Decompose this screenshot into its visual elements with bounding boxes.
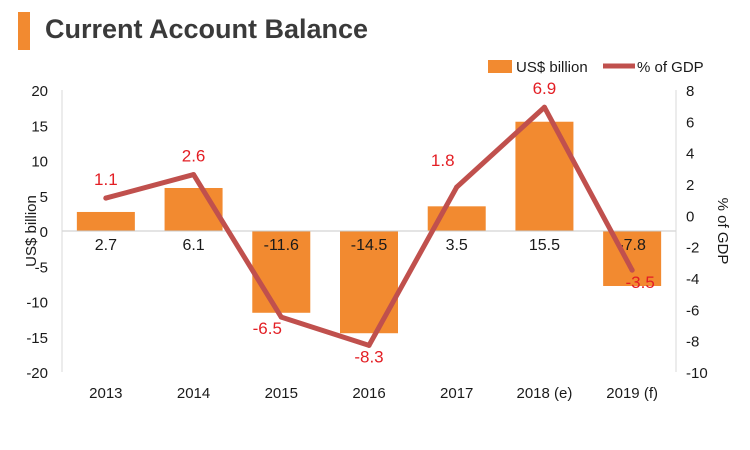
x-tick-label: 2014 bbox=[177, 385, 210, 402]
line-point bbox=[541, 104, 547, 110]
left-tick-label: -10 bbox=[26, 295, 48, 312]
line-value-label: 2.6 bbox=[182, 147, 206, 166]
right-axis-title: % of GDP bbox=[714, 198, 731, 265]
x-tick-label: 2016 bbox=[352, 385, 385, 402]
right-tick-label: -4 bbox=[686, 271, 699, 288]
right-tick-label: 2 bbox=[686, 177, 694, 194]
x-tick-label: 2019 (f) bbox=[606, 385, 658, 402]
line-point bbox=[191, 172, 197, 178]
left-tick-label: 0 bbox=[40, 224, 48, 241]
line-point bbox=[454, 184, 460, 190]
line-value-label: -6.5 bbox=[253, 319, 282, 338]
left-tick-label: 20 bbox=[31, 83, 48, 100]
x-tick-label: 2018 (e) bbox=[516, 385, 572, 402]
x-tick-label: 2013 bbox=[89, 385, 122, 402]
left-tick-label: -5 bbox=[35, 259, 48, 276]
line-value-label: -3.5 bbox=[625, 273, 654, 292]
bar bbox=[252, 231, 311, 313]
bar bbox=[515, 121, 574, 231]
bar-value-label: 2.7 bbox=[95, 237, 117, 254]
right-tick-label: -2 bbox=[686, 240, 699, 257]
bar-value-label: 6.1 bbox=[182, 237, 204, 254]
line-value-label: 1.8 bbox=[431, 151, 455, 170]
left-tick-label: 10 bbox=[31, 154, 48, 171]
right-tick-label: 6 bbox=[686, 114, 694, 131]
legend-label-line: % of GDP bbox=[637, 59, 704, 76]
right-tick-label: -6 bbox=[686, 302, 699, 319]
chart-title: Current Account Balance bbox=[45, 14, 369, 44]
line-point bbox=[278, 314, 284, 320]
line-point bbox=[629, 267, 635, 273]
right-tick-label: -8 bbox=[686, 334, 699, 351]
left-axis-title: US$ billion bbox=[23, 195, 40, 267]
bar bbox=[76, 211, 135, 231]
title-accent-bar bbox=[18, 12, 30, 50]
bar bbox=[340, 231, 398, 334]
right-tick-label: 0 bbox=[686, 208, 694, 225]
x-tick-label: 2015 bbox=[265, 385, 298, 402]
legend-swatch-bar bbox=[488, 60, 512, 73]
line-value-label: 6.9 bbox=[533, 79, 557, 98]
line-point bbox=[366, 342, 372, 348]
bar-value-label: -7.8 bbox=[618, 237, 646, 254]
bar-value-label: 3.5 bbox=[446, 237, 468, 254]
bar bbox=[603, 231, 662, 286]
right-tick-label: 8 bbox=[686, 83, 694, 100]
left-tick-label: -15 bbox=[26, 330, 48, 347]
right-tick-label: 4 bbox=[686, 146, 694, 163]
x-tick-label: 2017 bbox=[440, 385, 473, 402]
bar-value-label: 15.5 bbox=[529, 237, 560, 254]
left-tick-label: -20 bbox=[26, 365, 48, 382]
left-tick-label: 5 bbox=[40, 189, 48, 206]
bar-value-label: -14.5 bbox=[351, 237, 388, 254]
right-tick-label: -10 bbox=[686, 365, 708, 382]
line-value-label: 1.1 bbox=[94, 170, 118, 189]
bar-value-label: -11.6 bbox=[264, 237, 299, 254]
line-value-label: -8.3 bbox=[354, 347, 383, 366]
legend-label-bar: US$ billion bbox=[516, 59, 588, 76]
line-point bbox=[103, 195, 109, 201]
left-tick-label: 15 bbox=[31, 118, 48, 135]
